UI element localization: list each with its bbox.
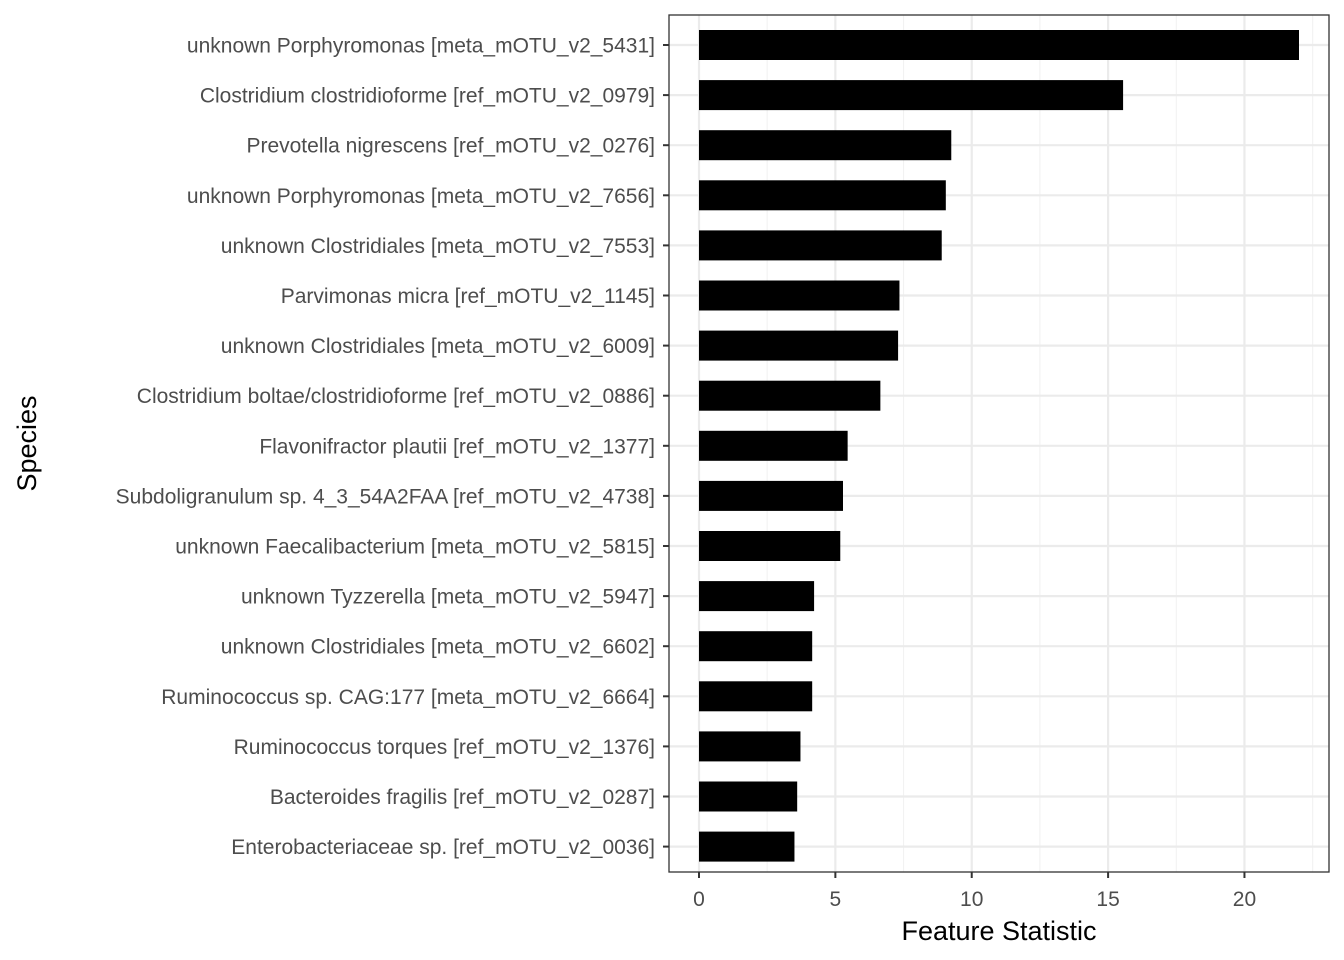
bar xyxy=(699,531,841,561)
bar xyxy=(699,480,843,511)
y-tick-label: unknown Porphyromonas [meta_mOTU_v2_5431… xyxy=(187,35,655,58)
bar xyxy=(699,581,815,612)
x-tick-label: 5 xyxy=(830,888,842,911)
x-tick-label: 15 xyxy=(1096,888,1119,911)
y-axis-title: Species xyxy=(12,395,42,491)
bar xyxy=(699,130,952,161)
y-tick-label: Parvimonas micra [ref_mOTU_v2_1145] xyxy=(281,285,655,308)
y-tick-label: Ruminococcus sp. CAG:177 [meta_mOTU_v2_6… xyxy=(161,686,655,709)
y-tick-label: Prevotella nigrescens [ref_mOTU_v2_0276] xyxy=(246,135,655,158)
bar xyxy=(699,380,881,411)
y-tick-label: unknown Faecalibacterium [meta_mOTU_v2_5… xyxy=(175,536,655,559)
y-tick-label: Subdoligranulum sp. 4_3_54A2FAA [ref_mOT… xyxy=(116,485,655,508)
y-tick-label: Clostridium clostridioforme [ref_mOTU_v2… xyxy=(200,85,655,108)
bar xyxy=(699,80,1124,111)
x-tick-label: 10 xyxy=(960,888,983,911)
bar xyxy=(699,180,946,211)
bar xyxy=(699,631,813,662)
x-tick-label: 0 xyxy=(693,888,705,911)
y-tick-label: unknown Porphyromonas [meta_mOTU_v2_7656… xyxy=(187,185,655,208)
bar xyxy=(699,280,900,311)
y-tick-label: Bacteroides fragilis [ref_mOTU_v2_0287] xyxy=(270,786,655,809)
x-axis-title: Feature Statistic xyxy=(901,916,1096,946)
y-tick-label: unknown Tyzzerella [meta_mOTU_v2_5947] xyxy=(241,586,655,609)
y-tick-label: unknown Clostridiales [meta_mOTU_v2_6009… xyxy=(221,335,655,358)
bars xyxy=(699,30,1299,862)
x-tick-label: 20 xyxy=(1233,888,1256,911)
bar xyxy=(699,230,942,261)
bar xyxy=(699,831,795,862)
y-tick-label: unknown Clostridiales [meta_mOTU_v2_7553… xyxy=(221,235,655,258)
y-axis: unknown Porphyromonas [meta_mOTU_v2_5431… xyxy=(116,35,669,859)
x-axis: 0 5 10 15 20 xyxy=(693,872,1256,911)
bar xyxy=(699,30,1299,60)
bar xyxy=(699,781,798,812)
y-tick-label: Enterobacteriaceae sp. [ref_mOTU_v2_0036… xyxy=(231,836,655,859)
y-tick-label: Ruminococcus torques [ref_mOTU_v2_1376] xyxy=(234,736,655,759)
y-tick-label: Clostridium boltae/clostridioforme [ref_… xyxy=(137,385,655,408)
bar xyxy=(699,731,801,762)
y-tick-label: unknown Clostridiales [meta_mOTU_v2_6602… xyxy=(221,636,655,659)
y-tick-label: Flavonifractor plautii [ref_mOTU_v2_1377… xyxy=(259,435,655,458)
bar xyxy=(699,430,848,461)
bar xyxy=(699,330,899,361)
plot-panel-border xyxy=(668,14,1330,873)
bar xyxy=(699,681,813,712)
